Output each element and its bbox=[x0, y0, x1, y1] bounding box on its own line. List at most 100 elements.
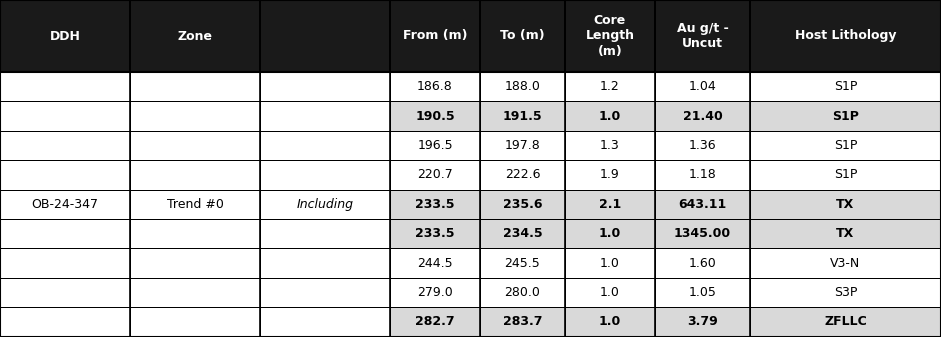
Text: 282.7: 282.7 bbox=[415, 315, 455, 328]
Bar bbox=[260, 131, 390, 160]
Bar bbox=[130, 101, 260, 131]
Bar bbox=[750, 160, 941, 190]
Text: S1P: S1P bbox=[834, 139, 857, 152]
Text: 280.0: 280.0 bbox=[504, 286, 540, 299]
Bar bbox=[655, 101, 750, 131]
Bar bbox=[390, 72, 480, 101]
Bar bbox=[480, 190, 565, 219]
Text: 643.11: 643.11 bbox=[678, 198, 726, 211]
Text: TX: TX bbox=[837, 198, 854, 211]
Bar bbox=[655, 190, 750, 219]
Text: 1.60: 1.60 bbox=[689, 256, 716, 270]
Text: 234.5: 234.5 bbox=[502, 227, 542, 240]
Text: 233.5: 233.5 bbox=[415, 198, 455, 211]
Text: 1.0: 1.0 bbox=[598, 110, 621, 123]
Bar bbox=[750, 72, 941, 101]
Text: Host Lithology: Host Lithology bbox=[795, 30, 896, 42]
Bar bbox=[260, 0, 390, 72]
Bar bbox=[480, 219, 565, 248]
Bar bbox=[390, 160, 480, 190]
Bar bbox=[0, 248, 130, 278]
Bar bbox=[750, 190, 941, 219]
Text: Trend #0: Trend #0 bbox=[167, 198, 223, 211]
Bar bbox=[480, 101, 565, 131]
Text: To (m): To (m) bbox=[501, 30, 545, 42]
Bar bbox=[655, 278, 750, 307]
Bar bbox=[750, 131, 941, 160]
Text: 1.0: 1.0 bbox=[598, 315, 621, 328]
Text: DDH: DDH bbox=[50, 30, 80, 42]
Text: 1.9: 1.9 bbox=[600, 168, 620, 181]
Text: 245.5: 245.5 bbox=[504, 256, 540, 270]
Bar bbox=[260, 101, 390, 131]
Bar bbox=[565, 160, 655, 190]
Bar bbox=[130, 219, 260, 248]
Bar bbox=[655, 219, 750, 248]
Text: OB-24-347: OB-24-347 bbox=[31, 198, 99, 211]
Bar bbox=[130, 160, 260, 190]
Text: 197.8: 197.8 bbox=[504, 139, 540, 152]
Text: 222.6: 222.6 bbox=[504, 168, 540, 181]
Text: From (m): From (m) bbox=[403, 30, 468, 42]
Bar bbox=[565, 0, 655, 72]
Bar bbox=[260, 72, 390, 101]
Text: 21.40: 21.40 bbox=[682, 110, 723, 123]
Bar bbox=[565, 219, 655, 248]
Bar bbox=[130, 248, 260, 278]
Bar bbox=[390, 0, 480, 72]
Text: 186.8: 186.8 bbox=[417, 80, 453, 93]
Text: 1.3: 1.3 bbox=[600, 139, 620, 152]
Text: 1.2: 1.2 bbox=[600, 80, 620, 93]
Bar bbox=[565, 248, 655, 278]
Text: Zone: Zone bbox=[178, 30, 213, 42]
Text: 196.5: 196.5 bbox=[417, 139, 453, 152]
Bar bbox=[655, 248, 750, 278]
Text: S1P: S1P bbox=[834, 168, 857, 181]
Bar bbox=[260, 307, 390, 337]
Bar bbox=[130, 72, 260, 101]
Bar bbox=[480, 248, 565, 278]
Text: TX: TX bbox=[837, 227, 854, 240]
Bar bbox=[750, 0, 941, 72]
Bar bbox=[655, 160, 750, 190]
Text: 283.7: 283.7 bbox=[502, 315, 542, 328]
Text: 1.0: 1.0 bbox=[600, 256, 620, 270]
Text: 1.18: 1.18 bbox=[689, 168, 716, 181]
Bar bbox=[0, 190, 130, 219]
Text: 190.5: 190.5 bbox=[415, 110, 455, 123]
Bar bbox=[655, 131, 750, 160]
Text: 191.5: 191.5 bbox=[502, 110, 542, 123]
Bar bbox=[565, 307, 655, 337]
Text: S1P: S1P bbox=[832, 110, 859, 123]
Bar bbox=[565, 190, 655, 219]
Bar bbox=[390, 248, 480, 278]
Bar bbox=[260, 160, 390, 190]
Text: 1.0: 1.0 bbox=[598, 227, 621, 240]
Text: Au g/t -
Uncut: Au g/t - Uncut bbox=[677, 22, 728, 50]
Text: S1P: S1P bbox=[834, 80, 857, 93]
Text: 188.0: 188.0 bbox=[504, 80, 540, 93]
Bar bbox=[750, 248, 941, 278]
Bar bbox=[655, 72, 750, 101]
Text: 1.05: 1.05 bbox=[689, 286, 716, 299]
Bar bbox=[0, 307, 130, 337]
Bar bbox=[0, 278, 130, 307]
Bar bbox=[260, 190, 390, 219]
Text: 244.5: 244.5 bbox=[417, 256, 453, 270]
Bar bbox=[480, 72, 565, 101]
Bar bbox=[130, 131, 260, 160]
Bar bbox=[0, 0, 130, 72]
Text: Core
Length
(m): Core Length (m) bbox=[585, 14, 634, 58]
Text: 3.79: 3.79 bbox=[687, 315, 718, 328]
Text: S3P: S3P bbox=[834, 286, 857, 299]
Bar bbox=[0, 131, 130, 160]
Text: 1.0: 1.0 bbox=[600, 286, 620, 299]
Bar bbox=[390, 131, 480, 160]
Bar bbox=[480, 131, 565, 160]
Text: 1.36: 1.36 bbox=[689, 139, 716, 152]
Text: 220.7: 220.7 bbox=[417, 168, 453, 181]
Bar bbox=[750, 101, 941, 131]
Bar bbox=[260, 278, 390, 307]
Bar bbox=[655, 307, 750, 337]
Bar bbox=[0, 219, 130, 248]
